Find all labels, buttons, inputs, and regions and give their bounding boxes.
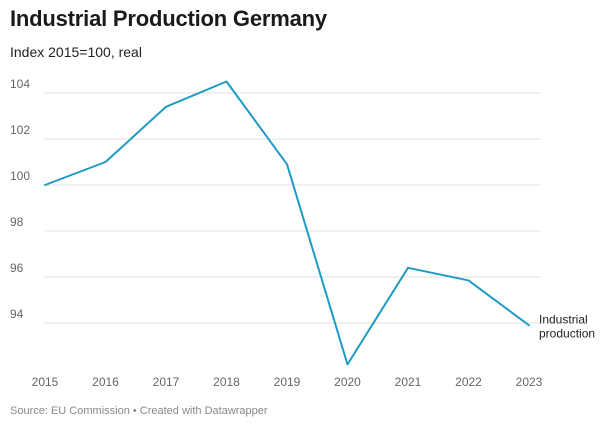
source-note: Source: EU Commission • Created with Dat… [10, 405, 268, 417]
series-label-layer: Industrial production [539, 312, 595, 340]
y-axis: 94 96 98 100 102 104 [10, 77, 30, 321]
x-tick-label: 2015 [32, 375, 59, 389]
y-tick-label: 100 [10, 169, 30, 183]
y-tick-label: 98 [10, 215, 24, 229]
x-tick-label: 2019 [274, 375, 301, 389]
line-chart: 94 96 98 100 102 104 2015 2016 2017 2018 2019 2020… [10, 77, 595, 389]
y-tick-label: 96 [10, 261, 24, 275]
x-tick-label: 2017 [153, 375, 180, 389]
x-tick-label: 2023 [516, 375, 543, 389]
y-tick-label: 94 [10, 307, 24, 321]
chart-title: Industrial Production Germany [10, 6, 327, 31]
x-tick-label: 2022 [455, 375, 482, 389]
x-axis: 2015 2016 2017 2018 2019 2020 2021 2022 2023 [32, 375, 543, 389]
series-layer [44, 80, 530, 366]
x-tick-label: 2016 [92, 375, 119, 389]
series-line [44, 80, 530, 366]
x-tick-label: 2020 [334, 375, 361, 389]
x-tick-label: 2021 [395, 375, 422, 389]
y-tick-label: 102 [10, 123, 30, 137]
x-tick-label: 2018 [213, 375, 240, 389]
series-label: Industrial production [539, 312, 595, 340]
chart-subtitle: Index 2015=100, real [10, 44, 142, 60]
grid-layer [45, 92, 541, 324]
series-label-line: production [539, 326, 595, 340]
series-label-line: Industrial [539, 312, 588, 326]
y-tick-label: 104 [10, 77, 30, 91]
